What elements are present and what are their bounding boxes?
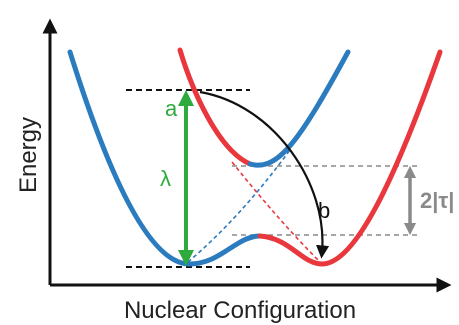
y-axis-label: Energy xyxy=(15,117,42,193)
marker-b: b xyxy=(318,198,330,223)
blue-diabatic-dashed xyxy=(187,149,291,263)
transition-arrow xyxy=(199,90,330,259)
lower-surface-red-branch xyxy=(257,49,443,267)
red-diabatic-dashed xyxy=(231,161,321,263)
marker-coupling: 2|τ| xyxy=(420,188,454,213)
lower-surface-blue-branch xyxy=(67,49,263,267)
upper-surface-blue-branch xyxy=(247,49,351,168)
x-axis-label: Nuclear Configuration xyxy=(124,297,356,324)
marker-lambda: λ xyxy=(160,166,171,191)
upper-surface-red-branch xyxy=(177,47,253,167)
marker-a: a xyxy=(165,96,178,121)
